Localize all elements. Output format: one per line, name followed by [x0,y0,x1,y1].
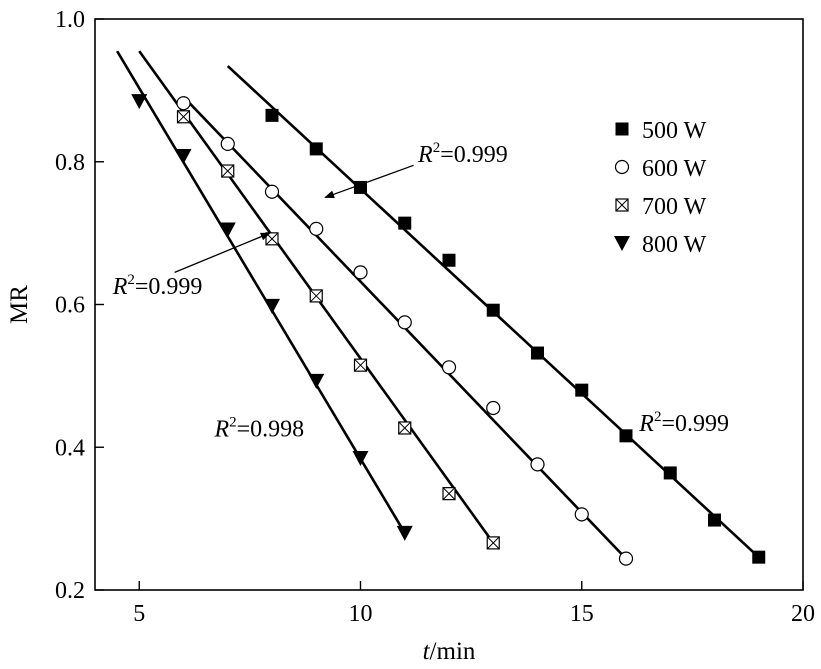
marker-cross [354,358,367,372]
marker-cross [442,487,456,500]
data-point-500-w [752,550,766,564]
y-tick-label: 0.6 [55,293,85,319]
r-squared-annotation: R2=0.999 [112,272,203,300]
data-point-600-w [353,265,368,280]
y-tick-label: 0.8 [55,150,85,176]
data-point-500-w [663,466,677,480]
data-point-800-w [352,450,369,466]
marker-cross [615,198,629,212]
marker-cross [398,421,412,435]
data-point-500-w [309,142,323,156]
annotation-arrow [174,232,271,273]
y-tick-label: 0.4 [55,435,85,461]
data-point-500-w [619,429,633,443]
data-point-500-w [398,216,412,230]
data-point-600-w [574,507,589,522]
r-squared-annotation: R2=0.999 [638,409,729,437]
y-axis-label: MR [6,285,33,324]
data-point-600-w [486,400,501,416]
plot-frame [94,18,804,591]
data-point-600-w [220,136,235,152]
annotation-arrow [324,164,414,199]
data-point-700-w [221,164,235,178]
data-point-600-w [309,221,324,236]
data-point-700-w [442,487,456,501]
marker-cross [265,232,279,246]
data-point-600-w [441,360,457,375]
legend-marker-500-w [615,122,629,136]
data-point-700-w [486,536,500,550]
legend-label-700-w: 700 W [642,194,707,220]
x-tick-label: 10 [349,601,373,627]
r-squared-annotation: R2=0.998 [213,415,304,443]
x-tick-label: 15 [570,601,594,627]
data-point-600-w [618,551,634,566]
data-point-800-w [308,373,325,389]
data-point-500-w [265,108,279,122]
data-point-800-w [131,94,148,110]
data-point-500-w [442,253,456,267]
legend-label-600-w: 600 W [642,156,707,182]
data-point-600-w [264,184,280,199]
legend: 500 W 600 W 700 W 800 W [614,118,707,258]
data-point-700-w [309,289,323,303]
legend-marker-800-w [614,236,630,251]
data-point-500-w [354,180,367,194]
legend-marker-600-w [614,159,630,175]
marker-cross [177,110,190,124]
legend-marker-700-w [615,198,629,212]
legend-label-800-w: 800 W [642,232,707,258]
data-point-500-w [575,383,589,397]
y-tick-label: 0.2 [55,578,85,604]
data-point-700-w [353,358,368,372]
data-point-600-w [176,96,191,111]
data-point-500-w [531,346,544,360]
data-point-600-w [397,315,412,330]
r-squared-annotation: R2=0.999 [417,140,508,168]
data-point-800-w [219,222,236,238]
marker-cross [309,289,323,303]
marker-cross [486,536,500,550]
data-point-800-w [396,525,413,541]
data-point-800-w [175,149,192,165]
x-tick-label: 20 [791,601,815,627]
data-point-800-w [264,298,280,314]
data-point-500-w [486,303,500,317]
data-point-700-w [176,110,191,124]
data-point-600-w [530,457,545,472]
x-tick-label: 5 [133,601,145,627]
legend-label-500-w: 500 W [642,118,707,144]
y-tick-label: 1.0 [55,7,85,33]
x-axis-label: t/min [423,638,476,665]
marker-cross [221,164,235,178]
data-point-500-w [708,513,721,527]
data-point-700-w [398,421,412,435]
